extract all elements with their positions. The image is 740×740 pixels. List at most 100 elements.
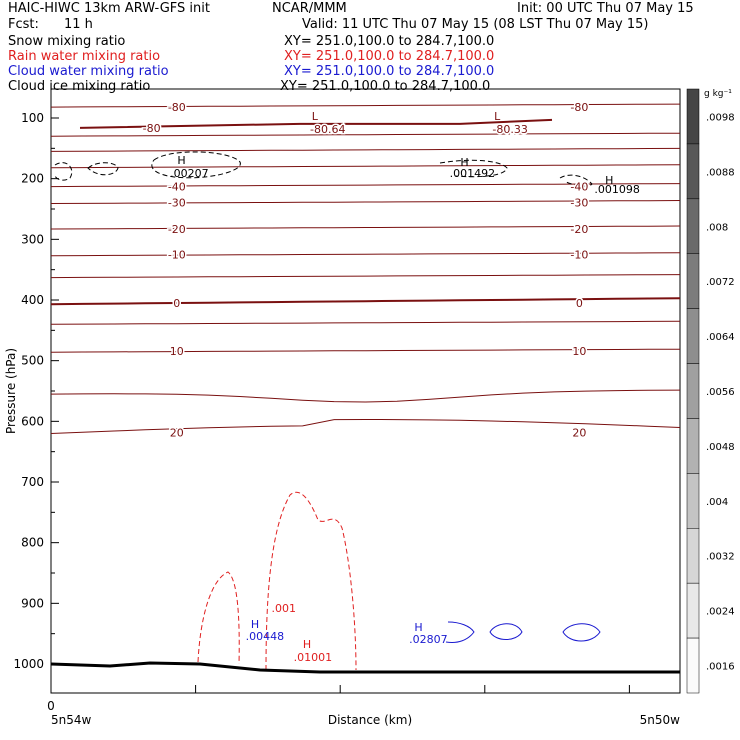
colorbar-label: .0032 bbox=[706, 552, 735, 563]
colorbar-label: .0098 bbox=[706, 112, 735, 123]
colorbar-segment bbox=[686, 528, 700, 584]
colorbar-segment bbox=[686, 253, 700, 309]
snow-high-letter: H bbox=[605, 174, 613, 187]
field-rain-name: Rain water mixing ratio bbox=[8, 49, 161, 64]
organization-label: NCAR/MMM bbox=[272, 1, 347, 16]
isotherm-line bbox=[50, 389, 681, 403]
colorbar-segment bbox=[686, 582, 700, 639]
colorbar-label: .0056 bbox=[706, 387, 735, 398]
snow-high-letter: H bbox=[460, 156, 468, 169]
colorbar: .0098 .0088 .008 .0072 .0064 .0056 .0048 .004 .0… bbox=[686, 88, 735, 694]
snow-high-letter: H bbox=[177, 154, 185, 167]
colorbar-segment bbox=[686, 88, 700, 145]
cloudwater-high-letter: H bbox=[414, 621, 422, 634]
colorbar-segment bbox=[686, 198, 700, 254]
snow-contour bbox=[54, 162, 73, 181]
colorbar-label: .0072 bbox=[706, 277, 735, 288]
rain-contour-label: .001 bbox=[271, 602, 296, 615]
cloudwater-contour bbox=[445, 621, 475, 643]
isotherm-label: -80 bbox=[168, 101, 186, 114]
isotherm-line bbox=[50, 418, 681, 434]
y-axis-ticks: 100 200 300 400 500 600 700 800 900 1000 Pressure … bbox=[4, 111, 59, 671]
isotherm-label: -30 bbox=[570, 197, 588, 210]
isotherm-label: -20 bbox=[168, 223, 186, 236]
low-center-letter: L bbox=[312, 110, 319, 123]
y-tick-label: 100 bbox=[21, 111, 44, 125]
y-tick-label: 1000 bbox=[13, 657, 44, 671]
isotherm-label: 20 bbox=[572, 426, 586, 439]
colorbar-label: .0064 bbox=[706, 332, 735, 343]
snow-contour bbox=[559, 174, 593, 187]
y-tick-label: 500 bbox=[21, 354, 44, 368]
colorbar-segment bbox=[686, 418, 700, 474]
colorbar-segment bbox=[686, 143, 700, 200]
rain-contour bbox=[265, 491, 357, 671]
colorbar-segment bbox=[686, 308, 700, 364]
snow-high-value: .00207 bbox=[170, 167, 209, 180]
colorbar-label: .0024 bbox=[706, 607, 735, 618]
isotherm-label: 10 bbox=[170, 345, 184, 358]
isotherm-label: -10 bbox=[168, 249, 186, 262]
rain-high-value: .01001 bbox=[294, 651, 333, 664]
field-cloudwater-xy: XY= 251.0,100.0 to 284.7,100.0 bbox=[284, 64, 495, 79]
isotherm-line bbox=[50, 252, 681, 257]
field-cloudwater-name: Cloud water mixing ratio bbox=[8, 64, 169, 79]
model-title: HAIC-HIWC 13km ARW-GFS init bbox=[8, 1, 210, 16]
isotherm-label: -40 bbox=[570, 181, 588, 194]
isotherm-label: -10 bbox=[570, 249, 588, 262]
y-tick-label: 900 bbox=[21, 596, 44, 610]
isotherm-label: 10 bbox=[572, 345, 586, 358]
contour-labels: -80 -80 -40 -40 -30 -30 -20 -20 -10 -10 0 0 10 10 20 20… bbox=[141, 100, 640, 664]
y-tick-label: 800 bbox=[21, 536, 44, 550]
low-center-value: -80.33 bbox=[492, 123, 527, 136]
isotherm-line bbox=[50, 200, 681, 204]
isotherm-label: 20 bbox=[170, 426, 184, 439]
y-axis-label: Pressure (hPa) bbox=[4, 348, 18, 434]
x-axis-label: Distance (km) bbox=[328, 713, 412, 727]
colorbar-segment bbox=[686, 473, 700, 529]
y-tick-label: 300 bbox=[21, 232, 44, 246]
snow-high-value: .001492 bbox=[450, 167, 496, 180]
isotherm-line bbox=[50, 348, 681, 353]
isotherm-line bbox=[50, 103, 681, 108]
cloudwater-high-value: .02807 bbox=[409, 633, 448, 646]
colorbar-label: .0016 bbox=[706, 662, 735, 673]
low-center-letter: L bbox=[494, 110, 501, 123]
colorbar-label: .004 bbox=[706, 497, 728, 508]
cloudwater-high-letter: H bbox=[251, 618, 259, 631]
forecast-label: Fcst: bbox=[8, 17, 39, 32]
y-tick-label: 600 bbox=[21, 414, 44, 428]
isotherm-label: -80 bbox=[570, 101, 588, 114]
x-start-label: 0 bbox=[47, 699, 55, 713]
rain-contour bbox=[197, 571, 240, 665]
isotherm-label: 0 bbox=[173, 297, 180, 310]
y-tick-label: 400 bbox=[21, 293, 44, 307]
isotherm-line bbox=[50, 147, 681, 152]
surface-line bbox=[50, 661, 680, 674]
field-rain-xy: XY= 251.0,100.0 to 284.7,100.0 bbox=[284, 49, 495, 64]
field-snow-name: Snow mixing ratio bbox=[8, 34, 126, 49]
colorbar-label: .008 bbox=[706, 222, 728, 233]
isotherm-label: 0 bbox=[576, 297, 583, 310]
forecast-hours: 11 h bbox=[64, 17, 93, 32]
y-tick-label: 700 bbox=[21, 475, 44, 489]
snow-contour bbox=[151, 151, 241, 179]
low-center-value: -80.64 bbox=[310, 123, 345, 136]
colorbar-label: .0048 bbox=[706, 442, 735, 453]
isotherm-label: -30 bbox=[168, 197, 186, 210]
isotherm-line bbox=[50, 297, 681, 306]
field-cloudice-xy: XY= 251.0,100.0 to 284.7,100.0 bbox=[280, 79, 491, 94]
cloudwater-contour bbox=[562, 623, 601, 642]
snow-high-value: .001098 bbox=[594, 183, 640, 196]
valid-time: Valid: 11 UTC Thu 07 May 15 (08 LST Thu … bbox=[302, 17, 649, 32]
moisture-contours bbox=[50, 151, 680, 674]
field-snow-xy: XY= 251.0,100.0 to 284.7,100.0 bbox=[284, 34, 495, 49]
temperature-isotherms bbox=[50, 103, 681, 434]
init-time: Init: 00 UTC Thu 07 May 15 bbox=[517, 1, 694, 16]
cloudwater-high-value: .00448 bbox=[246, 630, 285, 643]
colorbar-segment bbox=[686, 637, 700, 694]
rain-high-letter: H bbox=[303, 638, 311, 651]
colorbar-segment bbox=[686, 363, 700, 419]
isotherm-line bbox=[50, 132, 681, 137]
